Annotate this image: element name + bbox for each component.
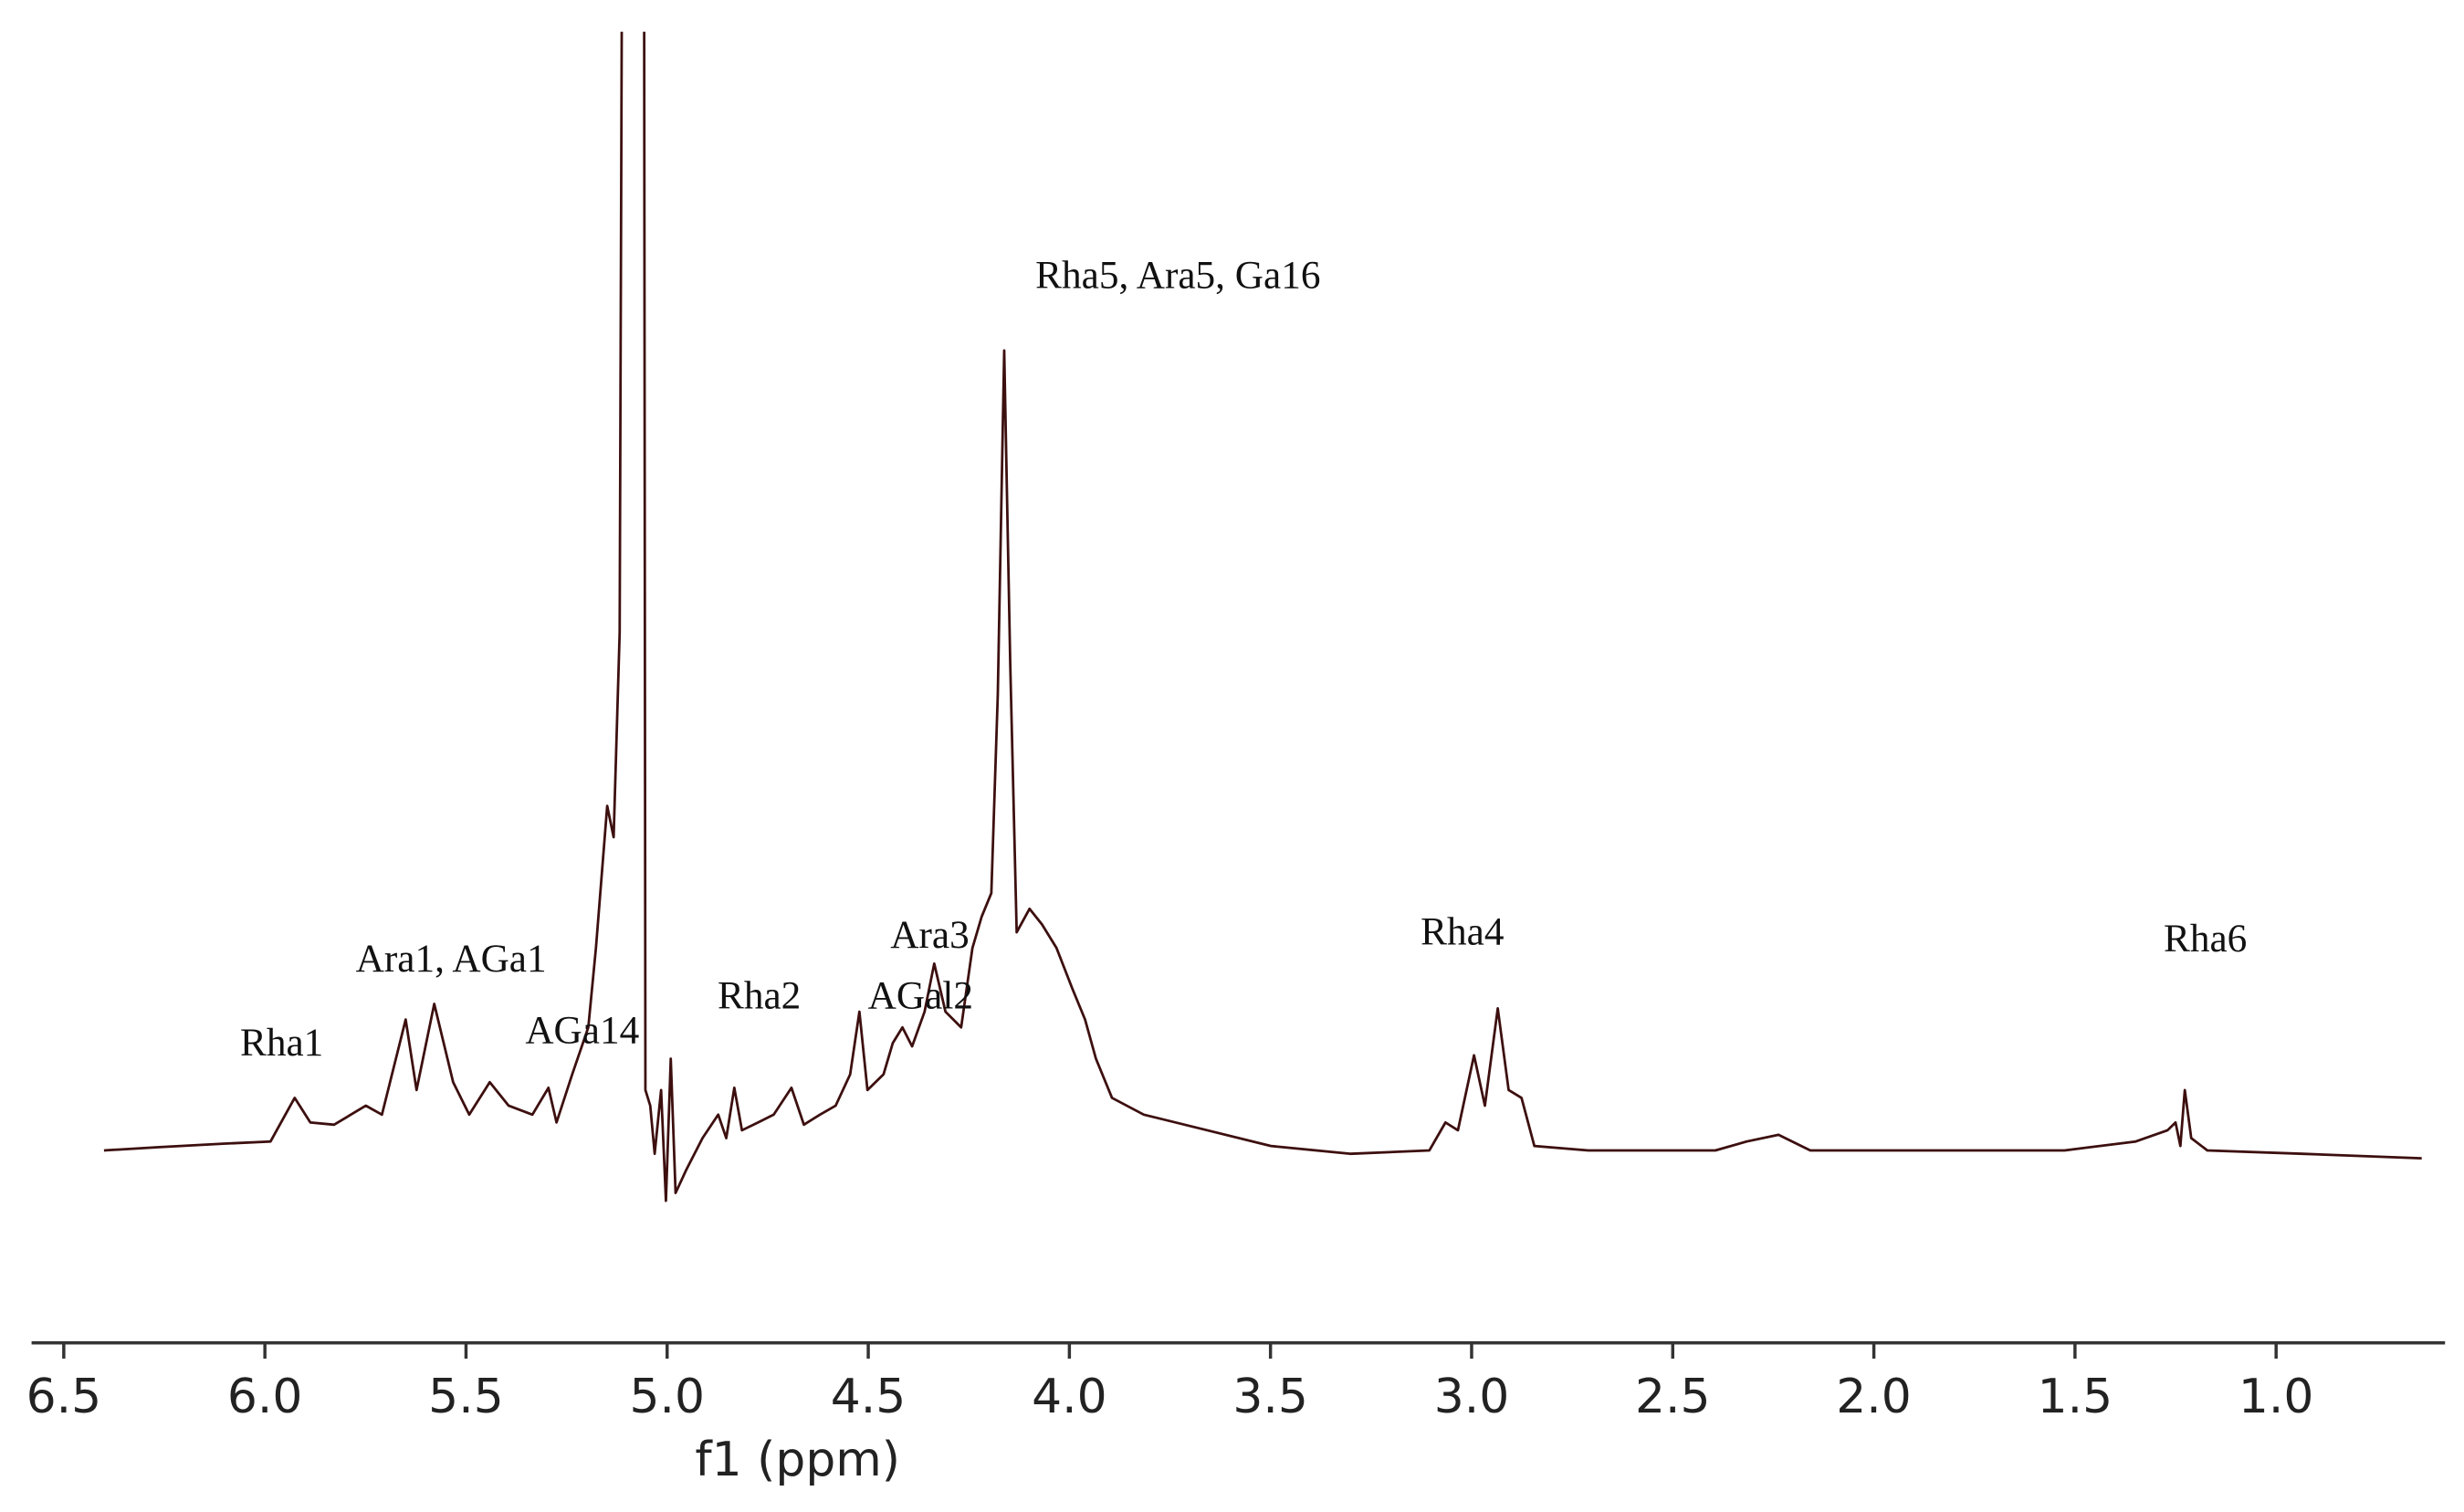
peak-annotation: Rha4 [1421,910,1504,954]
x-tick-label: 2.5 [1635,1370,1711,1424]
peak-annotation: Rha5, Ara5, Ga16 [1035,253,1320,297]
peak-annotation: Rha1 [240,1021,323,1065]
x-tick-label: 6.0 [227,1370,303,1424]
peak-annotation: Ara1, AGa1 [356,937,547,981]
peak-annotation: Ara3 [890,913,969,957]
x-tick-label: 4.0 [1032,1370,1107,1424]
peak-annotation: AGa14 [525,1008,639,1052]
x-tick-label: 4.5 [831,1370,907,1424]
spectrum-line [103,31,2422,1202]
x-tick-label: 5.0 [629,1370,705,1424]
x-tick-label: 5.5 [428,1370,504,1424]
peak-annotation: AGal2 [868,973,973,1017]
x-axis-title: f1 (ppm) [695,1433,900,1487]
x-tick-label: 3.0 [1434,1370,1510,1424]
peak-annotation: Rha2 [718,973,801,1017]
x-tick-label: 6.5 [26,1370,102,1424]
x-tick-label: 1.0 [2239,1370,2314,1424]
peak-annotation: Rha6 [2164,917,2247,961]
x-tick-label: 3.5 [1232,1370,1308,1424]
x-tick-label: 2.0 [1836,1370,1912,1424]
x-tick-label: 1.5 [2038,1370,2113,1424]
